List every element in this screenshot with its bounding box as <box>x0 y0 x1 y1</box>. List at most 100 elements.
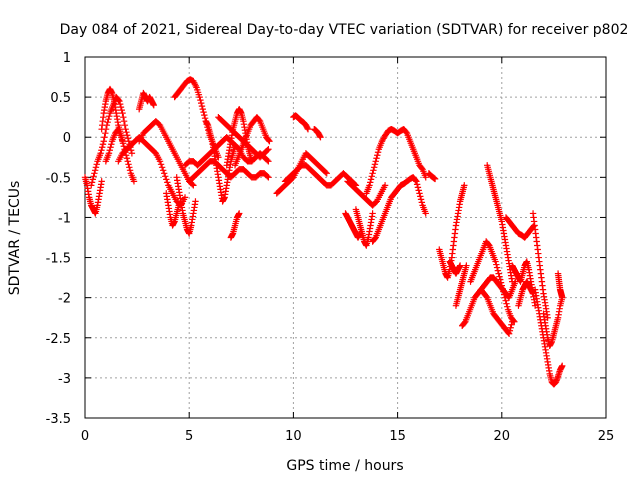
data-point <box>91 170 98 177</box>
series-s16 <box>231 113 273 169</box>
x-tick-label: 10 <box>285 429 302 444</box>
series-s19 <box>281 162 360 189</box>
y-tick-label: -3.5 <box>46 412 71 427</box>
data-point <box>99 141 107 148</box>
x-tick-label: 0 <box>81 429 89 444</box>
data-point <box>461 182 468 189</box>
series-s6 <box>135 89 157 113</box>
data-point <box>264 157 271 164</box>
y-tick-label: -3 <box>58 372 71 387</box>
data-point <box>500 291 508 298</box>
data-point <box>463 262 470 269</box>
data-point <box>128 150 136 157</box>
data-point <box>416 190 423 197</box>
data-point <box>105 150 113 157</box>
data-point <box>101 134 108 141</box>
data-point <box>162 173 169 180</box>
data-point <box>264 173 271 180</box>
series-s1 <box>81 174 105 217</box>
data-point <box>304 126 312 133</box>
data-point <box>158 164 166 171</box>
series-s17 <box>227 210 243 241</box>
data-point <box>104 118 111 126</box>
data-point <box>98 144 106 151</box>
y-tick-label: -2.5 <box>46 332 71 347</box>
y-tick-label: -0.5 <box>46 171 71 186</box>
data-point <box>367 176 375 183</box>
data-point <box>120 143 128 150</box>
data-point <box>366 182 373 189</box>
x-tick-label: 5 <box>185 429 193 444</box>
series-s23 <box>344 178 389 209</box>
data-point <box>90 173 97 180</box>
data-point <box>125 161 132 168</box>
series-s39 <box>531 286 566 388</box>
x-tick-label: 20 <box>494 429 511 444</box>
data-point <box>500 288 507 295</box>
data-point <box>431 175 439 183</box>
data-point <box>108 141 115 148</box>
data-point <box>92 164 100 171</box>
y-tick-label: 1 <box>63 51 71 66</box>
data-point <box>201 111 208 119</box>
data-point <box>417 193 424 200</box>
data-point <box>157 161 165 168</box>
y-tick-label: 0.5 <box>50 91 71 106</box>
data-point <box>374 149 382 156</box>
data-point <box>248 158 255 165</box>
data-point <box>510 317 517 324</box>
data-point <box>115 96 122 104</box>
data-point <box>98 147 105 154</box>
data-point <box>499 285 506 292</box>
data-point <box>100 138 107 145</box>
data-point <box>559 294 566 301</box>
data-point <box>124 135 132 142</box>
series-s21 <box>311 126 324 141</box>
data-point <box>119 109 126 117</box>
data-point <box>417 196 425 203</box>
chart-title: Day 084 of 2021, Sidereal Day-to-day VTE… <box>60 22 629 38</box>
data-point <box>371 161 379 168</box>
data-point <box>123 129 130 136</box>
data-point <box>130 178 138 185</box>
data-point <box>372 158 379 165</box>
data-point <box>93 161 100 168</box>
data-point <box>197 99 205 107</box>
data-point <box>501 294 509 301</box>
data-point <box>200 108 207 116</box>
series-s33 <box>477 286 516 337</box>
data-point <box>503 300 510 307</box>
y-tick-label: 0 <box>63 131 71 146</box>
data-point <box>506 327 514 334</box>
data-point <box>369 210 376 217</box>
series-s38 <box>529 210 551 321</box>
series-s35 <box>502 214 538 241</box>
data-point <box>264 147 271 154</box>
data-point <box>88 179 96 186</box>
data-point <box>124 132 131 139</box>
data-point <box>492 258 499 265</box>
data-point <box>150 101 157 109</box>
data-point <box>508 321 515 328</box>
data-point <box>498 282 505 289</box>
data-point <box>559 362 566 370</box>
series-s29 <box>446 258 464 277</box>
x-tick-label: 25 <box>598 429 615 444</box>
series-s41 <box>554 270 566 301</box>
data-point <box>265 174 272 181</box>
data-point <box>201 114 209 122</box>
series-s27 <box>425 170 439 183</box>
data-point <box>117 103 125 111</box>
data-point <box>493 264 501 271</box>
data-point <box>413 181 421 188</box>
data-point <box>126 167 134 174</box>
data-point <box>415 187 422 194</box>
data-point <box>89 176 97 183</box>
data-point <box>107 144 114 151</box>
data-point <box>265 146 272 153</box>
data-point <box>323 170 330 177</box>
data-point <box>509 318 516 325</box>
data-point <box>126 164 133 171</box>
data-point <box>495 270 502 277</box>
